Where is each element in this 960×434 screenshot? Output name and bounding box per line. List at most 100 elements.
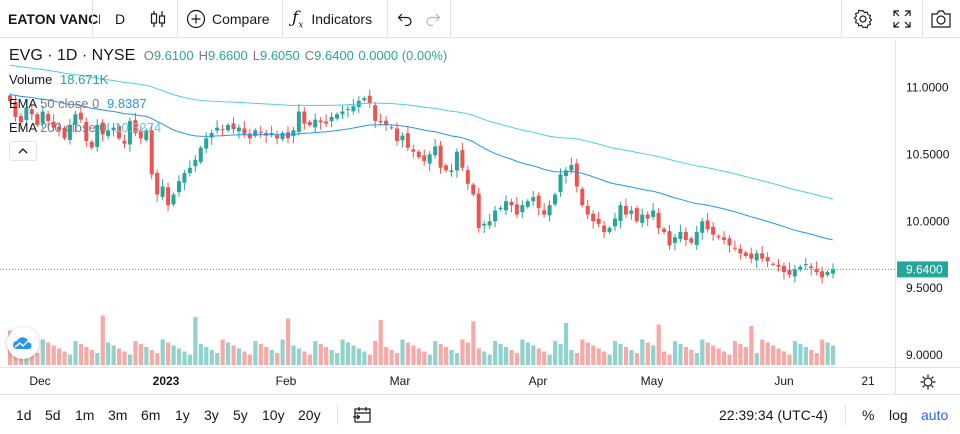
price-axis[interactable]: 11.0000 10.5000 10.0000 9.5000 9.0000 9.6400 <box>895 39 960 367</box>
candle-body <box>645 214 650 219</box>
candle-body <box>509 201 514 206</box>
candle-body <box>236 127 241 132</box>
undo-button[interactable] <box>394 0 416 38</box>
volume-bar <box>285 318 291 365</box>
volume-bar <box>122 351 127 365</box>
range-button-1y[interactable]: 1y <box>175 406 190 423</box>
range-button-5d[interactable]: 5d <box>45 406 61 423</box>
cloud-logo-icon <box>12 335 34 351</box>
candle-body <box>482 223 487 226</box>
candle-body <box>487 221 492 226</box>
auto-label: auto <box>921 406 949 423</box>
symbol-label: EATON VANCE <box>8 11 100 27</box>
volume-bar <box>602 351 607 365</box>
candle-body <box>711 226 716 235</box>
candle-body <box>291 130 296 136</box>
volume-bar <box>531 345 536 365</box>
fullscreen-button[interactable] <box>889 0 915 38</box>
candle-body <box>231 123 236 129</box>
volume-bar <box>662 351 667 365</box>
volume-bar <box>438 344 443 365</box>
candle-body <box>754 253 759 261</box>
volume-bar <box>89 350 94 365</box>
range-button-10y[interactable]: 10y <box>262 406 285 423</box>
chart-type-button[interactable] <box>140 0 176 38</box>
range-button-1d[interactable]: 1d <box>16 406 32 423</box>
candle-body <box>405 133 410 148</box>
candle-body <box>433 146 438 156</box>
candle-body <box>78 112 83 120</box>
indicators-button[interactable]: ƒx Indicators <box>292 0 372 38</box>
candle-body <box>629 210 634 214</box>
volume-bar <box>57 348 62 365</box>
volume-bar <box>580 339 585 365</box>
candle-body <box>340 111 345 115</box>
volume-bar <box>356 348 362 365</box>
log-scale-button[interactable]: log <box>889 395 908 434</box>
volume-bars <box>8 315 836 365</box>
chart-pane[interactable] <box>0 39 960 367</box>
candle-body <box>820 271 825 278</box>
volume-bar <box>749 326 754 365</box>
volume-bar <box>106 342 111 365</box>
auto-scale-button[interactable]: auto <box>921 395 948 434</box>
range-button-1m[interactable]: 1m <box>75 406 95 423</box>
legend-ema50[interactable]: EMA 50 close 0 9.8387 <box>9 96 147 111</box>
volume-bar <box>689 350 694 365</box>
time-tick-label: Jun <box>774 374 793 388</box>
candle-body <box>384 120 389 125</box>
compare-button[interactable]: Compare <box>186 0 270 38</box>
ohlc-key-h: H <box>198 48 208 63</box>
range-button-3m[interactable]: 3m <box>108 406 128 423</box>
percent-scale-button[interactable]: % <box>862 395 874 434</box>
range-button-6m[interactable]: 6m <box>141 406 161 423</box>
price-chart[interactable] <box>0 39 895 367</box>
volume-bar <box>781 351 787 365</box>
symbol-search-button[interactable]: EATON VANCE <box>0 0 100 38</box>
volume-bar <box>694 353 699 365</box>
candle-body <box>155 172 160 195</box>
volume-bar <box>133 341 138 365</box>
settings-button[interactable] <box>850 0 876 38</box>
candle-body <box>187 167 192 174</box>
candle-body <box>749 253 754 259</box>
candle-body <box>771 263 776 265</box>
goto-date-button[interactable] <box>352 395 372 434</box>
time-tick-label: Feb <box>276 374 297 388</box>
candle-body <box>149 130 154 175</box>
volume-bar <box>204 347 209 365</box>
range-button-3y[interactable]: 3y <box>204 406 219 423</box>
candle-body <box>422 155 427 162</box>
axis-settings-button[interactable] <box>895 368 960 395</box>
legend-ema200[interactable]: EMA 200 close 0 10.3274 <box>9 120 161 135</box>
candle-body <box>727 238 732 246</box>
candle-body <box>302 111 307 124</box>
screenshot-button[interactable] <box>928 0 954 38</box>
volume-bar <box>100 315 105 365</box>
candle-body <box>8 95 12 101</box>
volume-bar <box>667 354 672 365</box>
legend-volume[interactable]: Volume 18.671K <box>9 72 108 87</box>
range-button-20y[interactable]: 20y <box>298 406 321 423</box>
time-axis[interactable]: Dec 2023 Feb Mar Apr May Jun 21 <box>0 367 960 395</box>
tradingview-logo[interactable] <box>7 327 39 359</box>
candle-body <box>389 127 394 129</box>
timezone-button[interactable]: 22:39:34 (UTC-4) <box>719 395 828 434</box>
candle-body <box>411 149 416 152</box>
volume-bar <box>493 341 498 365</box>
volume-bar <box>187 354 193 365</box>
volume-bar <box>651 345 656 365</box>
range-button-5y[interactable]: 5y <box>233 406 248 423</box>
candle-body <box>471 184 476 195</box>
candle-body <box>476 193 481 228</box>
volume-bar <box>209 350 214 365</box>
volume-bar <box>280 339 285 365</box>
interval-button[interactable]: D <box>100 0 140 38</box>
volume-bar <box>329 350 334 365</box>
volume-bar <box>275 353 280 365</box>
price-axis-labels: 11.0000 10.5000 10.0000 9.5000 9.0000 9.6400 <box>897 81 950 362</box>
price-tick-label: 9.5000 <box>906 281 943 295</box>
redo-button[interactable] <box>422 0 444 38</box>
ohlc-key-o: O <box>143 48 154 63</box>
legend-collapse-button[interactable] <box>9 141 37 161</box>
